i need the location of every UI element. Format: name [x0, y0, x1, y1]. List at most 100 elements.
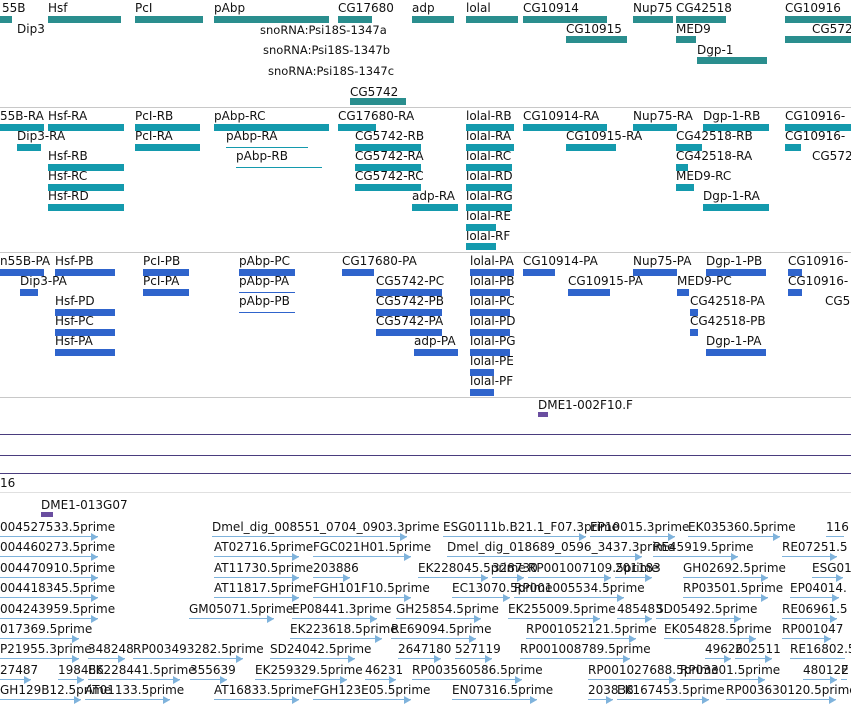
- rna-label[interactable]: Dgp-1-RA: [703, 189, 760, 203]
- clone-label[interactable]: DME1-002F10.F: [538, 398, 633, 412]
- est-feature[interactable]: [0, 679, 31, 680]
- est-feature[interactable]: [588, 679, 676, 680]
- protein-label[interactable]: pAbp-PB: [239, 294, 290, 308]
- est-label[interactable]: RE06961.5: [782, 602, 848, 616]
- rna-label[interactable]: Dgp-1-RB: [703, 109, 761, 123]
- transcript-glyph[interactable]: [412, 204, 458, 211]
- est-label[interactable]: FGH101F10.5prime: [313, 581, 430, 595]
- gene-label[interactable]: Dip3: [17, 22, 45, 36]
- transcript-glyph[interactable]: [785, 144, 801, 151]
- est-label[interactable]: 004418345.5prime: [0, 581, 116, 595]
- protein-glyph[interactable]: [470, 269, 514, 276]
- protein-glyph[interactable]: [143, 269, 189, 276]
- transcript-glyph[interactable]: [466, 224, 496, 231]
- est-label[interactable]: EP04014.: [790, 581, 847, 595]
- est-label[interactable]: 201183: [615, 561, 661, 575]
- protein-glyph[interactable]: [706, 269, 766, 276]
- protein-label[interactable]: Hsf-PC: [55, 314, 94, 328]
- protein-label[interactable]: Hsf-PA: [55, 334, 93, 348]
- protein-label[interactable]: CG10916-: [788, 254, 849, 268]
- est-label[interactable]: 017369.5prime: [0, 622, 93, 636]
- est-feature[interactable]: [214, 577, 300, 578]
- rna-label[interactable]: lolal-RE: [466, 209, 511, 223]
- est-feature[interactable]: [492, 577, 524, 578]
- gene-span-glyph[interactable]: [785, 36, 851, 43]
- transcript-glyph[interactable]: [48, 164, 124, 171]
- est-label[interactable]: 203838: [588, 683, 634, 697]
- rna-label[interactable]: CG10914-RA: [523, 109, 600, 123]
- protein-label[interactable]: lolal-PB: [470, 274, 515, 288]
- transcript-glyph[interactable]: [17, 144, 41, 151]
- est-label[interactable]: Dmel_dig_018689_0596_3437.3prime: [447, 540, 675, 554]
- est-feature[interactable]: [688, 536, 780, 537]
- est-feature[interactable]: [588, 699, 613, 700]
- gene-label[interactable]: Nup75: [633, 1, 673, 15]
- est-feature[interactable]: [58, 679, 84, 680]
- est-feature[interactable]: [212, 536, 408, 537]
- protein-label[interactable]: Dip3-PA: [20, 274, 67, 288]
- est-feature[interactable]: [705, 658, 731, 659]
- protein-glyph[interactable]: [788, 289, 802, 296]
- protein-glyph[interactable]: [470, 329, 510, 336]
- transcript-glyph[interactable]: [466, 204, 512, 211]
- protein-label[interactable]: CG42518-PB: [690, 314, 766, 328]
- protein-label[interactable]: MED9-PC: [677, 274, 732, 288]
- rna-label[interactable]: adp-RA: [412, 189, 455, 203]
- est-feature[interactable]: [85, 699, 171, 700]
- protein-label[interactable]: lolal-PG: [470, 334, 516, 348]
- protein-label[interactable]: Nup75-PA: [633, 254, 692, 268]
- clone-glyph[interactable]: [538, 412, 548, 417]
- est-label[interactable]: AT16833.5prime: [214, 683, 314, 697]
- gene-span-glyph[interactable]: [676, 16, 726, 23]
- rna-label[interactable]: pAbp-RB: [236, 149, 288, 163]
- est-label[interactable]: RE69094.5prime: [391, 622, 492, 636]
- est-label[interactable]: EK255009.5prime: [508, 602, 616, 616]
- protein-glyph[interactable]: [55, 309, 115, 316]
- protein-glyph[interactable]: [470, 289, 510, 296]
- gene-span-glyph[interactable]: [566, 36, 627, 43]
- protein-label[interactable]: Dgp-1-PB: [706, 254, 763, 268]
- est-feature[interactable]: [214, 597, 300, 598]
- est-label[interactable]: RP003630120.5prime: [726, 683, 851, 697]
- est-feature[interactable]: [189, 618, 275, 619]
- rna-label[interactable]: Hsf-RA: [48, 109, 88, 123]
- est-label[interactable]: 49626: [705, 642, 744, 656]
- est-feature[interactable]: [255, 679, 347, 680]
- rna-label[interactable]: Hsf-RB: [48, 149, 88, 163]
- protein-glyph[interactable]: [470, 349, 510, 356]
- est-label[interactable]: ESG01: [812, 561, 851, 575]
- rna-label[interactable]: pAbp-RA: [226, 129, 278, 143]
- transcript-glyph[interactable]: [355, 144, 421, 151]
- gene-span-glyph[interactable]: [338, 16, 372, 23]
- rna-label[interactable]: lolal-RA: [466, 129, 512, 143]
- est-label[interactable]: RP001047: [782, 622, 844, 636]
- est-label[interactable]: EK054828.5prime: [664, 622, 772, 636]
- est-label[interactable]: 527119: [455, 642, 501, 656]
- est-label[interactable]: P21955.3prime: [0, 642, 92, 656]
- protein-glyph[interactable]: [470, 369, 494, 376]
- est-label[interactable]: RE45919.5prime: [653, 540, 754, 554]
- est-feature[interactable]: [508, 618, 600, 619]
- rna-label[interactable]: PcI-RA: [135, 129, 173, 143]
- protein-glyph[interactable]: [414, 349, 458, 356]
- protein-label[interactable]: PcI-PB: [143, 254, 181, 268]
- transcript-glyph[interactable]: [703, 124, 769, 131]
- clone-label[interactable]: DME1-013G07: [41, 498, 128, 512]
- est-feature[interactable]: [0, 536, 98, 537]
- est-label[interactable]: EK228441.5prime: [88, 663, 196, 677]
- transcript-glyph[interactable]: [466, 144, 514, 151]
- est-label[interactable]: 004243959.5prime: [0, 602, 116, 616]
- rna-label[interactable]: lolal-RG: [466, 189, 513, 203]
- est-label[interactable]: EP08441.3prime: [292, 602, 392, 616]
- est-feature[interactable]: [365, 679, 396, 680]
- protein-glyph[interactable]: [55, 269, 115, 276]
- protein-glyph[interactable]: [239, 269, 295, 276]
- est-feature[interactable]: [683, 577, 769, 578]
- est-feature[interactable]: [590, 536, 676, 537]
- gene-label[interactable]: snoRNA:Psi18S-1347b: [263, 43, 391, 57]
- est-feature[interactable]: [653, 556, 739, 557]
- protein-label[interactable]: lolal-PA: [470, 254, 514, 268]
- est-label[interactable]: RP001008789.5prime: [520, 642, 651, 656]
- est-label[interactable]: RP001005534.5prime: [514, 581, 645, 595]
- transcript-glyph[interactable]: [676, 184, 694, 191]
